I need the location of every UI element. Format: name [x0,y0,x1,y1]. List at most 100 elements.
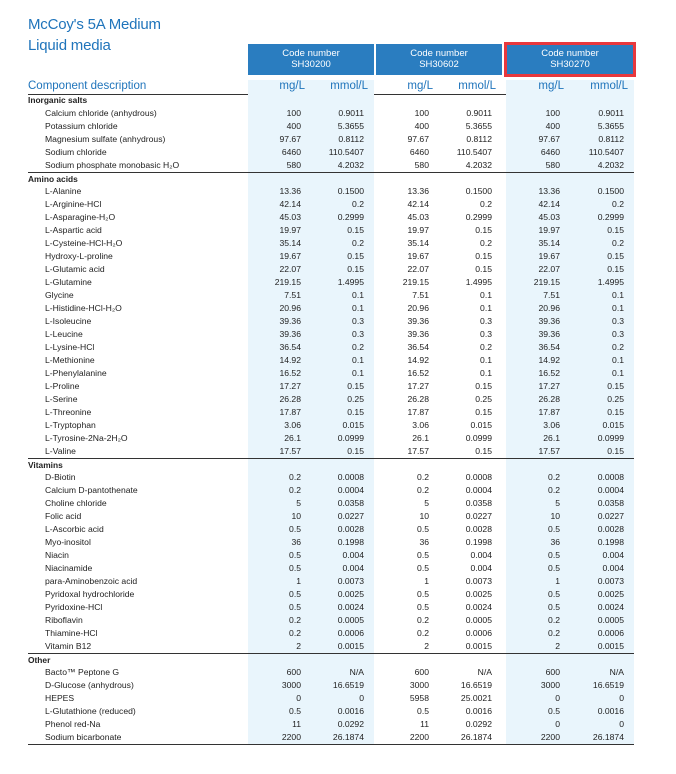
mg-value: 0.2 [248,471,311,484]
mmol-value: 0.0005 [465,615,492,625]
mg-value: 1 [424,576,429,586]
mg-value: 10 [419,511,429,521]
mmol-value: 0.0028 [465,524,492,534]
mmol-value: 0.004 [470,550,492,560]
mg-value: 580 [506,159,570,172]
mmol-value: 0.15 [475,225,492,235]
cell [570,459,634,471]
mg-value: 0.2 [417,485,429,495]
mmol-value: 0.25 [311,393,374,406]
mmol-value: 0.1500 [311,185,374,198]
cell [248,173,311,185]
mg-value: 0.5 [248,562,311,575]
table-row: Bacto™ Peptone G 600 N/A 600 N/A 600 N/A [28,666,634,679]
cell [376,173,439,185]
section-title: Vitamins [28,460,63,470]
mg-value: 2200 [248,731,311,744]
mmol-value: 0.0227 [311,510,374,523]
mmol-value: 0.2 [311,237,374,250]
mg-value: 0.5 [506,549,570,562]
table-row: Sodium bicarbonate 2200 26.1874 2200 26.1874… [28,731,634,745]
mmol-value: 0.2999 [311,211,374,224]
mmol-value: 5.3655 [465,121,492,131]
mg-value: 0.2 [506,627,570,640]
mmol-value: 0.2 [570,198,634,211]
mg-value: 0.5 [248,601,311,614]
section-title: Other [28,655,51,665]
mg-value: 17.87 [407,407,429,417]
table-row: Calcium chloride (anhydrous) 100 0.9011 100… [28,107,634,120]
mg-value: 10 [506,510,570,523]
mg-value: 580 [414,160,429,170]
mg-value: 2 [424,641,429,651]
mmol-value: 0.15 [475,446,492,456]
mg-value: 0.2 [248,614,311,627]
mg-value: 19.97 [407,225,429,235]
section-header-row: Other [28,653,634,666]
mmol-value: 0.0028 [570,523,634,536]
cell [570,654,634,666]
mg-value: 3.06 [506,419,570,432]
mmol-value: 0.15 [570,380,634,393]
mmol-value: 0.2 [480,238,492,248]
mmol-value: 1.4995 [465,277,492,287]
mg-value: 3.06 [412,420,429,430]
mmol-value: 0.1 [570,354,634,367]
mmol-value: 0.0016 [311,705,374,718]
component-name: L-Glutamine [45,277,92,287]
mg-value: 6460 [506,146,570,159]
component-name: Pyridoxal hydrochloride [45,589,135,599]
table-row: L-Valine 17.57 0.15 17.57 0.15 17.57 0.15 [28,445,634,458]
mg-value: 26.1 [506,432,570,445]
cell [506,654,570,666]
mmol-value: 0.0227 [570,510,634,523]
mg-value: 1 [248,575,311,588]
mg-value: 2 [506,640,570,653]
mg-value: 0.5 [506,601,570,614]
mmol-value: 16.6519 [460,680,492,690]
cell [248,459,311,471]
mg-value: 0.5 [506,562,570,575]
mg-value: 14.92 [407,355,429,365]
mg-value: 0.2 [506,614,570,627]
component-name: Riboflavin [45,615,83,625]
component-name: L-Methionine [45,355,95,365]
mg-value: 400 [248,120,311,133]
mmol-value: 0.15 [570,263,634,276]
component-name: L-Tyrosine-2Na-2H₂O [45,433,128,443]
component-description-header: Component description [28,80,147,92]
mmol-value: 0.2 [480,342,492,352]
mg-value: 17.87 [506,406,570,419]
section-header-row: Vitamins [28,458,634,471]
mg-value: 22.07 [407,264,429,274]
table-row: L-Arginine-HCl 42.14 0.2 42.14 0.2 42.14 0.2 [28,198,634,211]
mg-value: 0.2 [417,472,429,482]
table-row: L-Tryptophan 3.06 0.015 3.06 0.015 3.06 0.015 [28,419,634,432]
mg-value: 0.5 [248,523,311,536]
cell [311,94,374,107]
component-name: Glycine [45,290,74,300]
cell [506,459,570,471]
mmol-value: 0.15 [311,250,374,263]
cell [439,94,502,107]
section-header-row: Inorganic salts [28,94,634,107]
mmol-value: 0.0015 [311,640,374,653]
mg-value: 16.52 [506,367,570,380]
mmol-value: 0 [570,718,634,731]
mmol-value: 0 [311,692,374,705]
mg-value: 0.5 [417,589,429,599]
cell [248,654,311,666]
mg-value: 42.14 [506,198,570,211]
mg-value: 0.5 [506,523,570,536]
mmol-value: 0.0004 [465,485,492,495]
mmol-value: 0.15 [475,407,492,417]
mg-value: 600 [414,667,429,677]
component-name: L-Cysteine-HCl-H₂O [45,238,123,248]
cell [439,173,502,185]
table-row: Magnesium sulfate (anhydrous) 97.67 0.8112… [28,133,634,146]
component-name: L-Isoleucine [45,316,92,326]
component-name: L-Leucine [45,329,83,339]
mmol-value: 0.0024 [311,601,374,614]
mmol-value: 0.0016 [465,706,492,716]
mmol-value: N/A [570,666,634,679]
